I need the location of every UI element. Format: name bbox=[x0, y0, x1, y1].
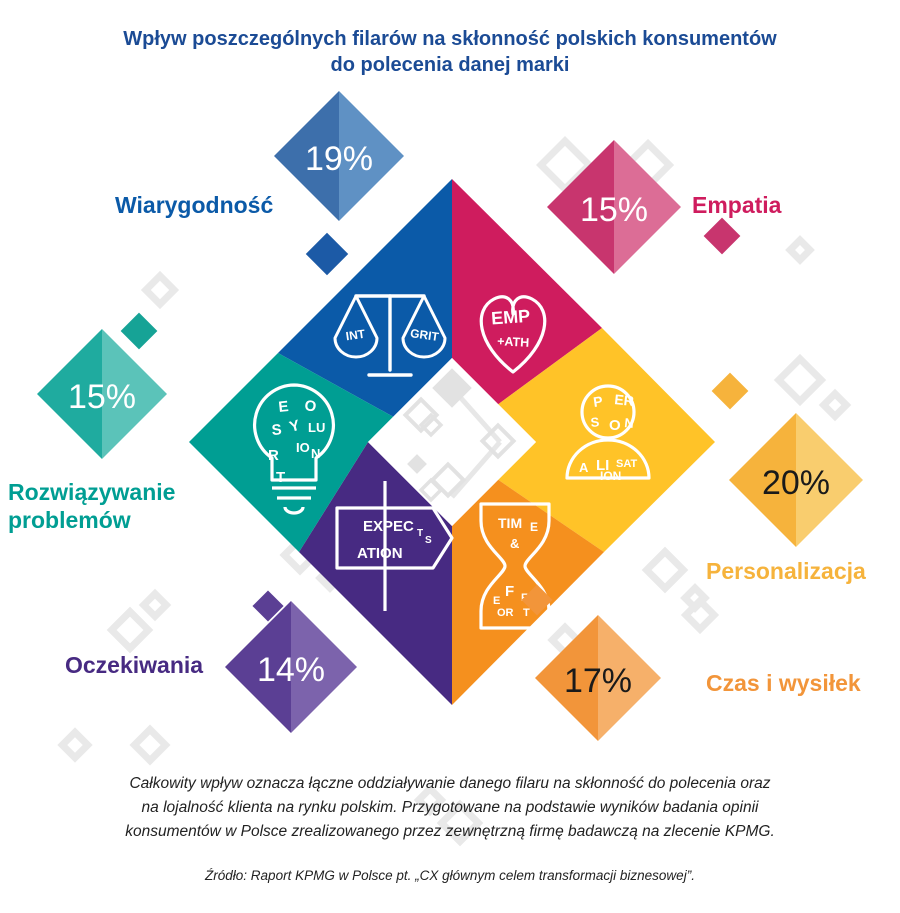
svg-text:A: A bbox=[579, 460, 589, 475]
svg-text:EMP: EMP bbox=[490, 306, 530, 329]
svg-text:ION: ION bbox=[600, 469, 621, 483]
svg-text:T: T bbox=[523, 607, 530, 619]
svg-text:S: S bbox=[271, 421, 282, 439]
svg-text:&: & bbox=[510, 536, 519, 551]
svg-text:O: O bbox=[609, 417, 621, 434]
svg-text:EXPEC: EXPEC bbox=[363, 518, 414, 535]
svg-text:+ATH: +ATH bbox=[497, 334, 530, 350]
svg-text:15%: 15% bbox=[68, 378, 136, 416]
svg-text:T: T bbox=[276, 469, 285, 486]
svg-text:R: R bbox=[268, 447, 279, 464]
svg-text:15%: 15% bbox=[580, 191, 648, 229]
svg-text:E: E bbox=[530, 520, 538, 534]
svg-text:20%: 20% bbox=[762, 464, 830, 502]
svg-text:E: E bbox=[493, 595, 500, 607]
svg-text:F: F bbox=[505, 583, 514, 600]
svg-text:T: T bbox=[417, 528, 423, 539]
svg-text:19%: 19% bbox=[305, 140, 373, 178]
svg-text:LU: LU bbox=[308, 420, 325, 435]
svg-text:14%: 14% bbox=[257, 651, 325, 689]
svg-text:S: S bbox=[590, 414, 600, 430]
svg-text:INT: INT bbox=[345, 327, 367, 344]
svg-text:IO: IO bbox=[296, 440, 310, 455]
svg-text:ER: ER bbox=[614, 391, 635, 409]
svg-text:OR: OR bbox=[497, 607, 514, 619]
svg-text:17%: 17% bbox=[564, 662, 632, 700]
svg-text:TIM: TIM bbox=[498, 515, 522, 531]
svg-text:N: N bbox=[311, 446, 320, 461]
svg-text:S: S bbox=[425, 535, 432, 546]
svg-text:N: N bbox=[624, 415, 635, 431]
svg-text:E: E bbox=[278, 398, 290, 416]
svg-text:ATION: ATION bbox=[357, 545, 403, 562]
